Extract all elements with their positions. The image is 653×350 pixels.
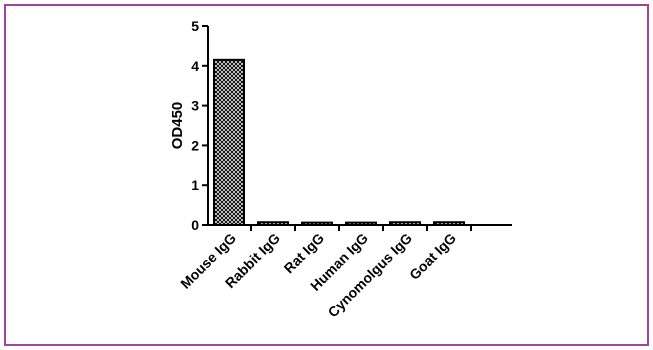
- y-tick-label: 1: [191, 177, 199, 193]
- x-tick-label: Goat IgG: [406, 230, 459, 283]
- bar: [389, 221, 421, 227]
- bar: [213, 58, 245, 226]
- y-tick-label: 5: [191, 18, 199, 34]
- y-axis-title: OD450: [169, 102, 186, 150]
- bar: [257, 221, 289, 227]
- bar: [345, 221, 377, 226]
- y-tick-label: 4: [191, 58, 199, 74]
- y-tick-label: 2: [191, 137, 199, 153]
- y-tick-label: 3: [191, 98, 199, 114]
- chart-frame: [4, 4, 649, 346]
- x-tick-label: Cynomolgus IgG: [325, 230, 416, 321]
- bar: [433, 221, 465, 227]
- bar: [301, 221, 333, 226]
- y-tick-label: 0: [191, 217, 199, 233]
